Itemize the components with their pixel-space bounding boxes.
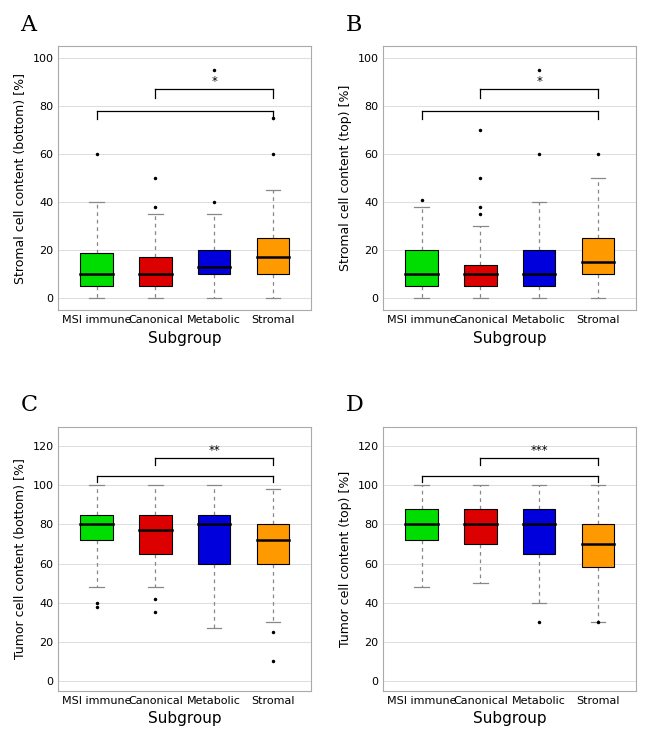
Y-axis label: Stromal cell content (top) [%]: Stromal cell content (top) [%] (339, 85, 352, 272)
Bar (257, 238, 289, 275)
Text: C: C (21, 394, 38, 416)
Text: **: ** (208, 444, 220, 457)
Y-axis label: Tumor cell content (bottom) [%]: Tumor cell content (bottom) [%] (14, 458, 27, 659)
X-axis label: Subgroup: Subgroup (473, 331, 547, 346)
Bar (139, 258, 172, 286)
X-axis label: Subgroup: Subgroup (148, 331, 222, 346)
Bar (406, 509, 438, 540)
Bar (464, 265, 497, 286)
Bar (582, 525, 614, 568)
Bar (464, 509, 497, 544)
Bar (81, 515, 113, 540)
Bar (523, 250, 555, 286)
Bar (198, 515, 230, 564)
X-axis label: Subgroup: Subgroup (148, 711, 222, 726)
Bar (139, 515, 172, 554)
Text: *: * (536, 75, 542, 88)
Bar (523, 509, 555, 554)
Bar (257, 525, 289, 564)
Bar (582, 238, 614, 275)
Text: B: B (346, 13, 362, 36)
Text: A: A (21, 13, 36, 36)
Text: *: * (211, 75, 217, 88)
Bar (198, 250, 230, 275)
Y-axis label: Stromal cell content (bottom) [%]: Stromal cell content (bottom) [%] (14, 73, 27, 283)
Text: ***: *** (530, 444, 548, 457)
Y-axis label: Tumor cell content (top) [%]: Tumor cell content (top) [%] (339, 471, 352, 647)
X-axis label: Subgroup: Subgroup (473, 711, 547, 726)
Bar (81, 252, 113, 286)
Bar (406, 250, 438, 286)
Text: D: D (346, 394, 363, 416)
